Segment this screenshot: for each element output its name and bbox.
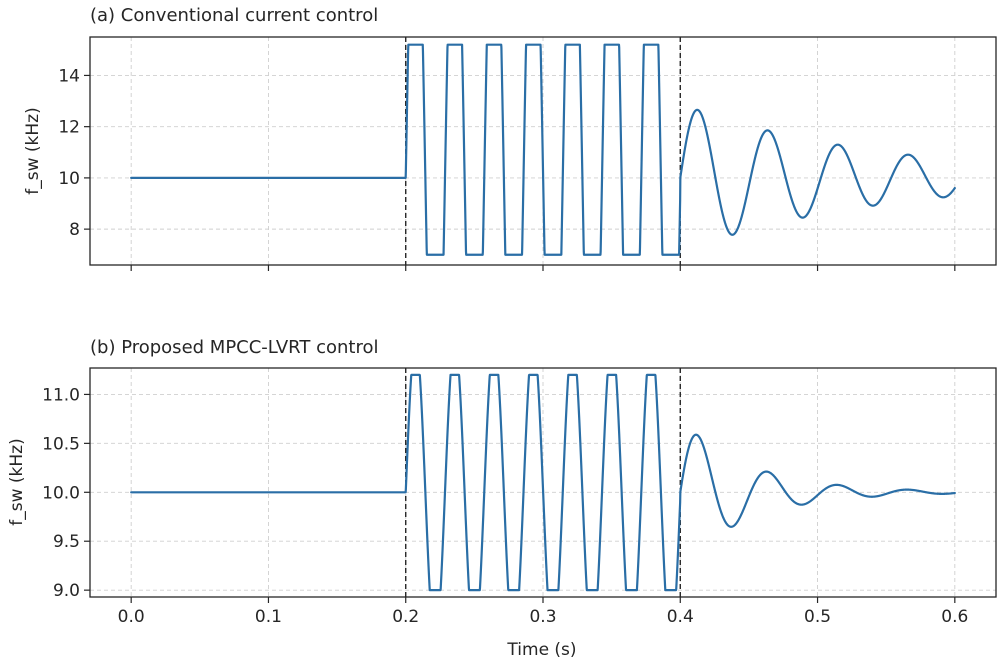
panel-a-series-line [130, 43, 956, 256]
panel-b: (b) Proposed MPCC-LVRT control 9.0 9.5 10.… [7, 337, 997, 660]
panel-b-series-line [130, 373, 956, 592]
x-tick-label: 0.6 [941, 607, 968, 627]
panel-a: (a) Conventional current control 8 10 12 14… [23, 5, 997, 271]
y-tick-label: 10.5 [42, 434, 80, 454]
x-tick-label: 0.2 [392, 607, 419, 627]
y-tick-label: 9.5 [53, 532, 80, 552]
panel-a-y-axis: 8 10 12 14 [58, 66, 90, 240]
panel-a-x-ticks [130, 265, 956, 271]
x-tick-label: 0.5 [804, 607, 831, 627]
y-tick-label: 10.0 [42, 483, 80, 503]
x-tick-label: 0.1 [255, 607, 282, 627]
panel-a-title: (a) Conventional current control [90, 5, 378, 26]
y-tick-label: 12 [58, 118, 80, 138]
x-tick-label: 0.0 [118, 607, 145, 627]
panel-b-x-axis: 0.0 0.1 0.2 0.3 0.4 0.5 0.6 [118, 597, 968, 627]
x-tick-label: 0.3 [529, 607, 556, 627]
y-tick-label: 8 [69, 220, 80, 240]
x-tick-label: 0.4 [667, 607, 694, 627]
y-tick-label: 9.0 [53, 581, 80, 601]
panel-b-y-axis-label: f_sw (kHz) [7, 438, 27, 525]
y-tick-label: 11.0 [42, 385, 80, 405]
panel-b-y-axis: 9.0 9.5 10.0 10.5 11.0 [42, 385, 90, 601]
y-tick-label: 14 [58, 66, 80, 86]
y-tick-label: 10 [58, 169, 80, 189]
panel-b-title: (b) Proposed MPCC-LVRT control [90, 337, 378, 358]
x-axis-title: Time (s) [506, 640, 576, 660]
panel-a-y-axis-label: f_sw (kHz) [23, 107, 43, 194]
